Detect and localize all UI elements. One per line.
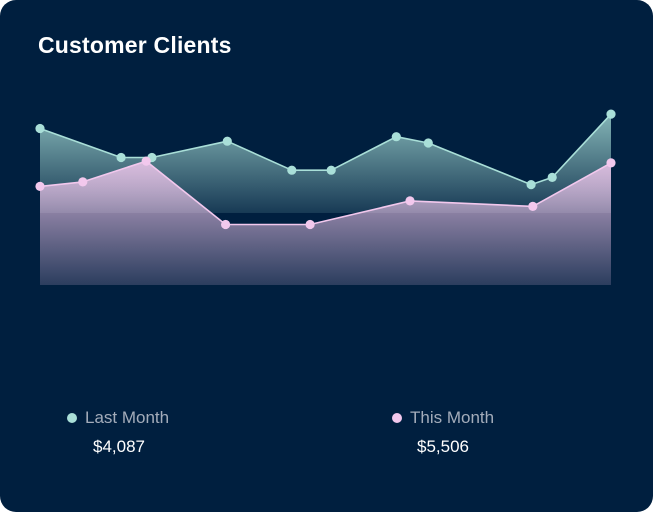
this-month-point-2 (78, 177, 88, 187)
last-month-point-10 (547, 172, 557, 182)
last-month-point-5 (287, 165, 297, 175)
last-month-point-2 (116, 152, 126, 163)
this-month-line (39, 160, 612, 226)
legend-this-month: This Month (392, 408, 494, 428)
this-month-point-5 (305, 219, 315, 230)
last-month-point-7 (391, 132, 401, 142)
this-month-point-4 (221, 219, 231, 230)
this-month-area (40, 161, 611, 285)
last-month-point-1 (35, 123, 45, 134)
this-month-point-7 (528, 201, 538, 211)
this-month-legend-dot (392, 413, 402, 423)
this-month-point-1 (35, 181, 45, 191)
this-month-point-8 (606, 158, 616, 168)
last-month-point-6 (326, 165, 336, 175)
last-month-value: $4,087 (93, 437, 145, 456)
last-month-area (40, 114, 611, 213)
legend-last-month: Last Month (67, 408, 169, 428)
this-month-point-6 (405, 196, 415, 206)
last-month-point-11 (606, 109, 616, 119)
card-title: Customer Clients (38, 32, 232, 58)
this-month-point-3 (141, 156, 151, 166)
last-month-point-8 (423, 138, 433, 148)
last-month-point-4 (222, 136, 232, 146)
this-month-value: $5,506 (417, 437, 469, 456)
last-month-legend-dot (67, 413, 77, 423)
last-month-legend-label: Last Month (85, 408, 170, 427)
this-month-legend-label: This Month (410, 408, 495, 427)
last-month-point-9 (526, 180, 536, 190)
